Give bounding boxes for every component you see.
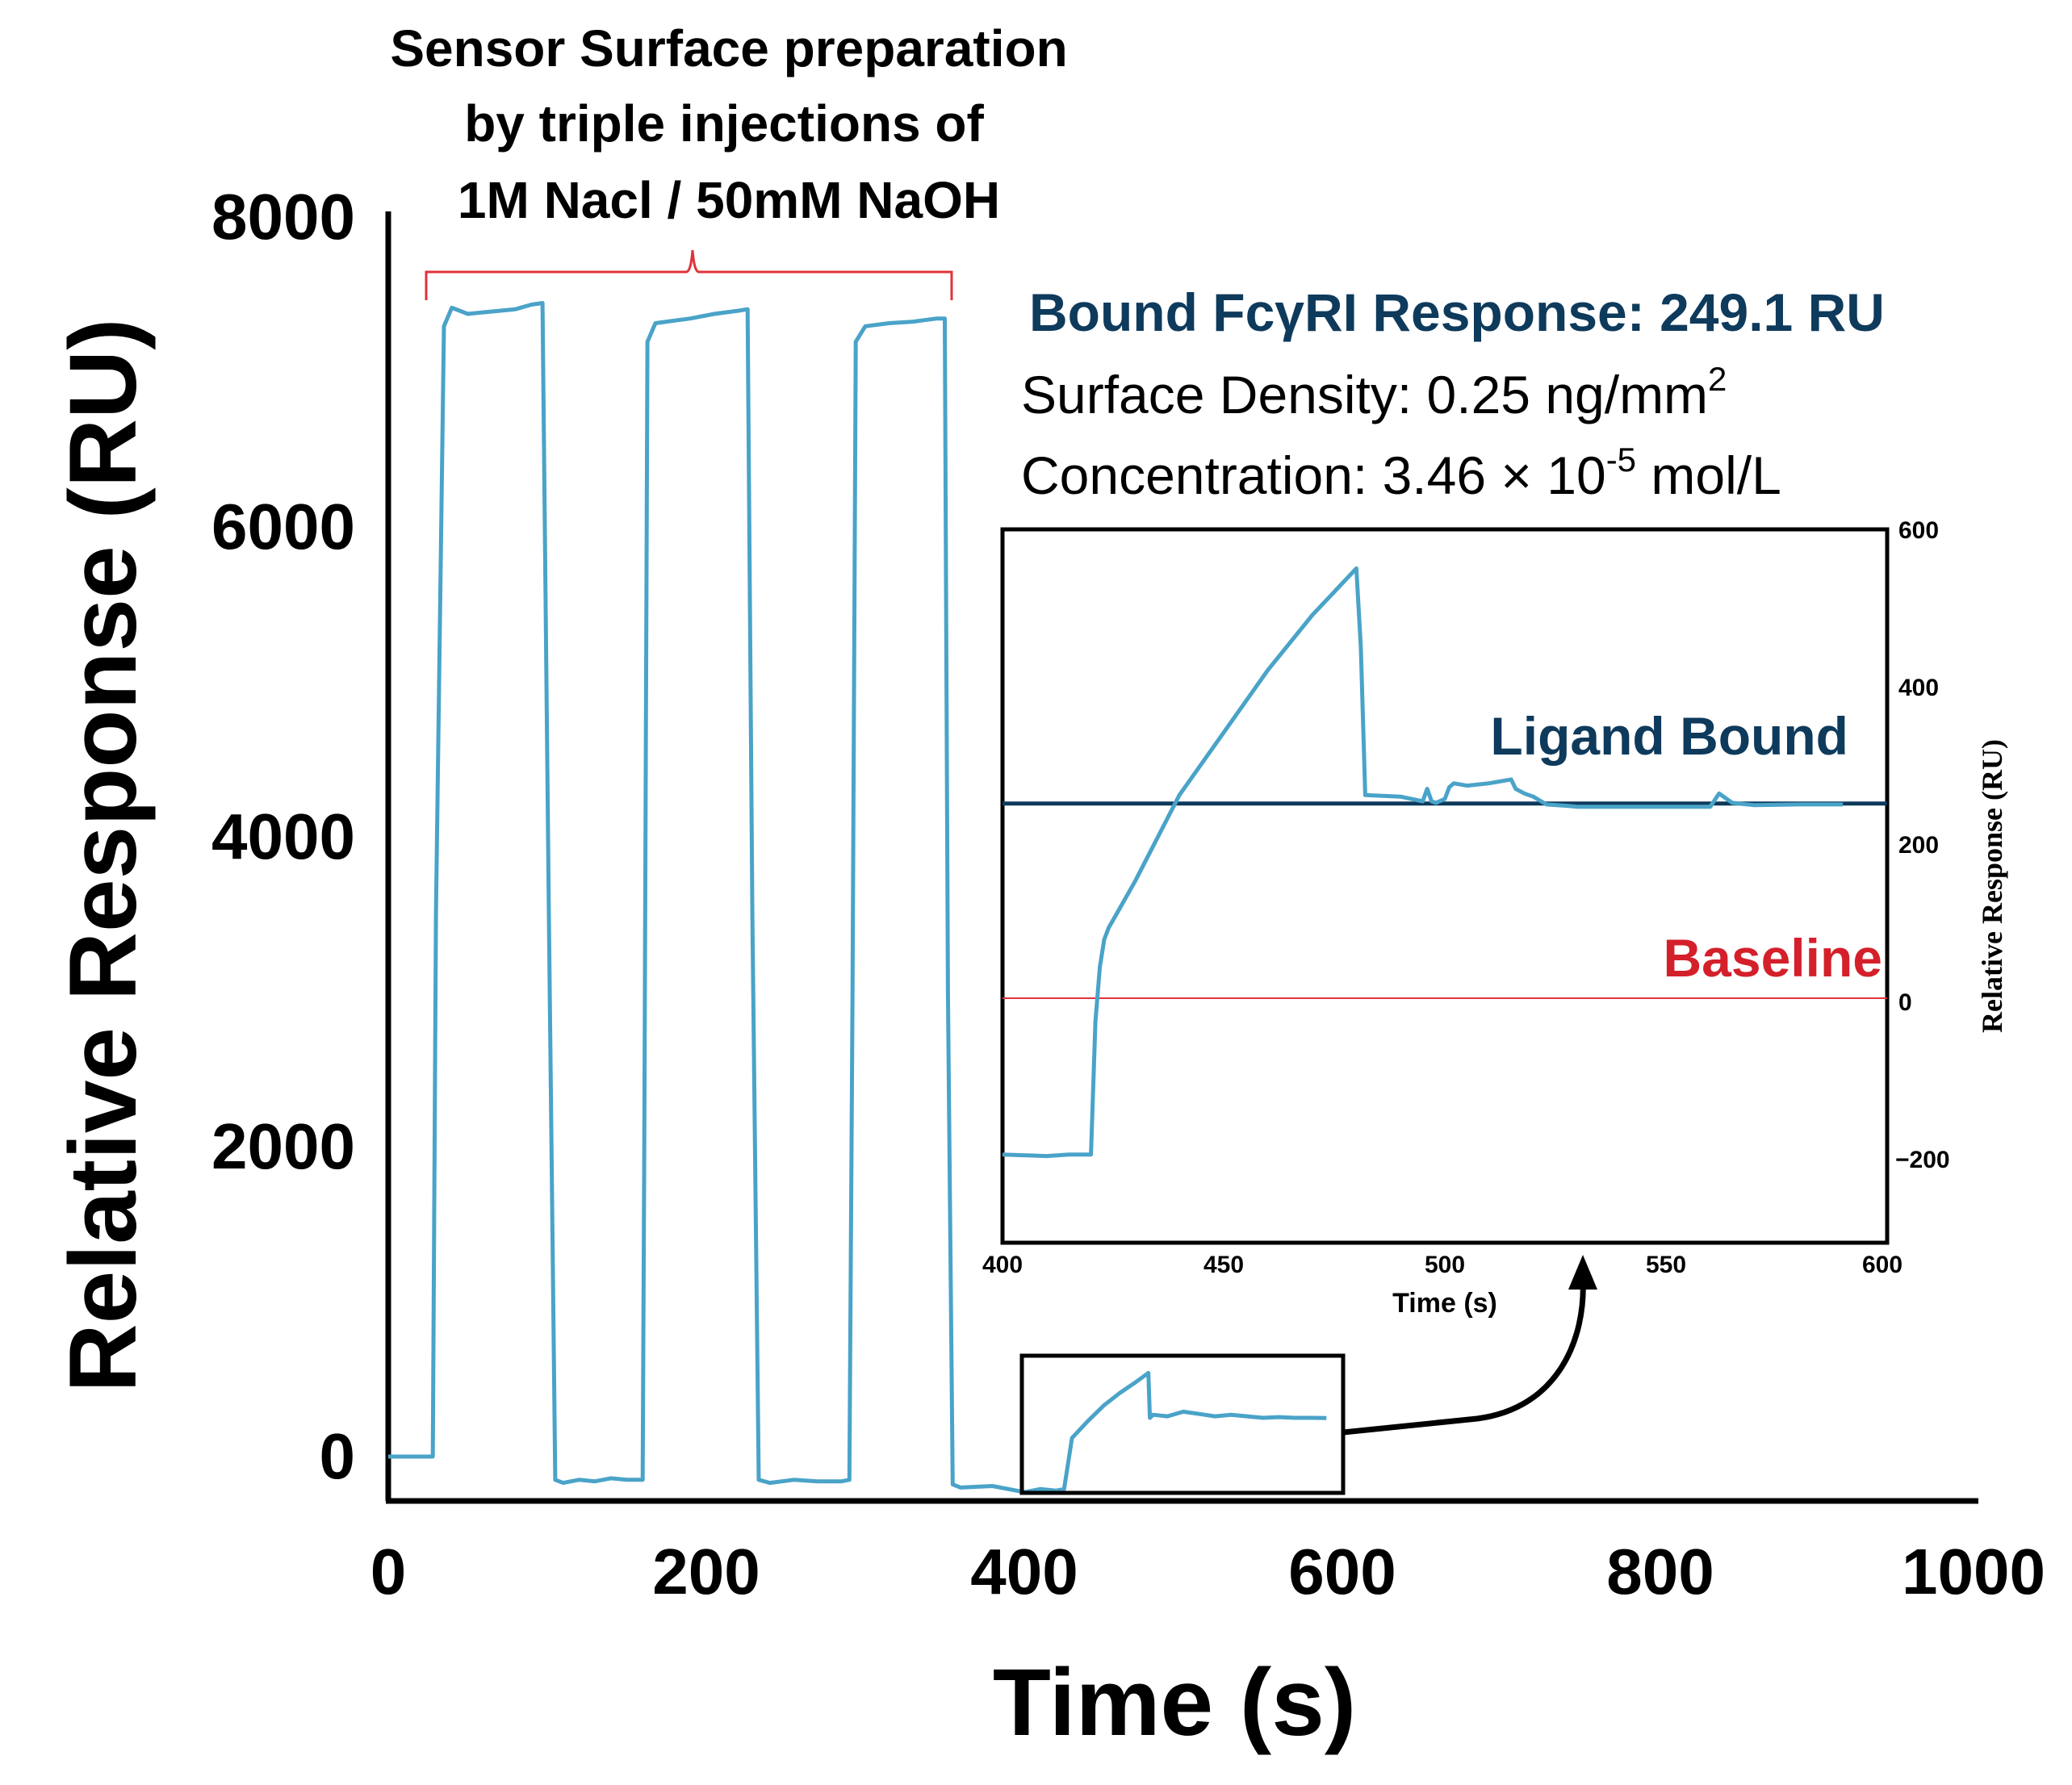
inset-chart: 400 450 500 550 600 Time (s) 600 400 200…	[982, 517, 2008, 1319]
inset-series-line	[1002, 566, 1844, 1159]
arrow-head-icon	[1568, 1255, 1597, 1290]
zoom-callout	[1019, 1255, 1597, 1495]
inset-y-axis-title: Relative Response (RU)	[1976, 739, 2008, 1033]
main-ytick-label: 6000	[211, 491, 355, 562]
inset-xtick-label: 450	[1203, 1252, 1244, 1278]
main-x-axis-title: Time (s)	[993, 1649, 1356, 1756]
main-xtick-label: 1000	[1902, 1536, 2045, 1607]
injection-annotation: Sensor Surface preparation by triple inj…	[390, 19, 1068, 300]
main-xtick-label: 0	[370, 1536, 407, 1607]
bound-response-text: Bound FcγRI Response: 249.1 RU	[1029, 282, 1885, 342]
inset-frame	[1000, 527, 1890, 1245]
surface-density-superscript: 2	[1708, 360, 1727, 398]
injection-bracket	[425, 249, 953, 300]
info-block: Bound FcγRI Response: 249.1 RU Surface D…	[1021, 282, 1885, 505]
inset-xtick-label: 600	[1862, 1252, 1902, 1278]
annotation-line-3: 1M Nacl / 50mM NaOH	[458, 171, 1000, 229]
annotation-line-2: by triple injections of	[464, 94, 984, 153]
ligand-bound-label: Ligand Bound	[1490, 706, 1848, 766]
concentration-value: Concentration: 3.46 × 10	[1021, 445, 1606, 505]
concentration-unit: mol/L	[1636, 445, 1781, 505]
inset-ytick-label: −200	[1895, 1147, 1950, 1173]
concentration-superscript: -5	[1606, 441, 1636, 479]
surface-density-text: Surface Density: 0.25 ng/mm2	[1021, 360, 1727, 424]
main-ytick-label: 4000	[211, 801, 355, 872]
inset-ytick-label: 0	[1898, 989, 1912, 1016]
main-xtick-label: 800	[1606, 1536, 1714, 1607]
main-xtick-label: 600	[1288, 1536, 1396, 1607]
concentration-text: Concentration: 3.46 × 10-5 mol/L	[1021, 441, 1781, 505]
main-ytick-label: 0	[320, 1420, 356, 1492]
inset-ytick-label: 600	[1898, 517, 1939, 544]
inset-xtick-label: 500	[1425, 1252, 1465, 1278]
zoom-region-box	[1019, 1353, 1346, 1495]
main-chart: 0 2000 4000 6000 8000 0 200 400 600 800 …	[50, 181, 2045, 1756]
inset-xtick-label: 400	[982, 1252, 1023, 1278]
annotation-line-1: Sensor Surface preparation	[390, 19, 1067, 77]
surface-density-value: Surface Density: 0.25 ng/mm	[1021, 365, 1708, 424]
main-xtick-label: 200	[652, 1536, 760, 1607]
main-y-axis-title: Relative Response (RU)	[50, 318, 157, 1392]
main-ytick-label: 2000	[211, 1110, 355, 1182]
inset-xtick-label: 550	[1646, 1252, 1686, 1278]
inset-x-axis-title: Time (s)	[1392, 1288, 1497, 1319]
baseline-label: Baseline	[1664, 928, 1882, 988]
main-series-line	[388, 301, 1327, 1494]
zoom-connector-arrow	[1342, 1277, 1586, 1436]
main-xtick-label: 400	[970, 1536, 1078, 1607]
inset-ytick-label: 400	[1898, 675, 1939, 701]
inset-ytick-label: 200	[1898, 832, 1939, 859]
main-ytick-label: 8000	[211, 181, 355, 253]
